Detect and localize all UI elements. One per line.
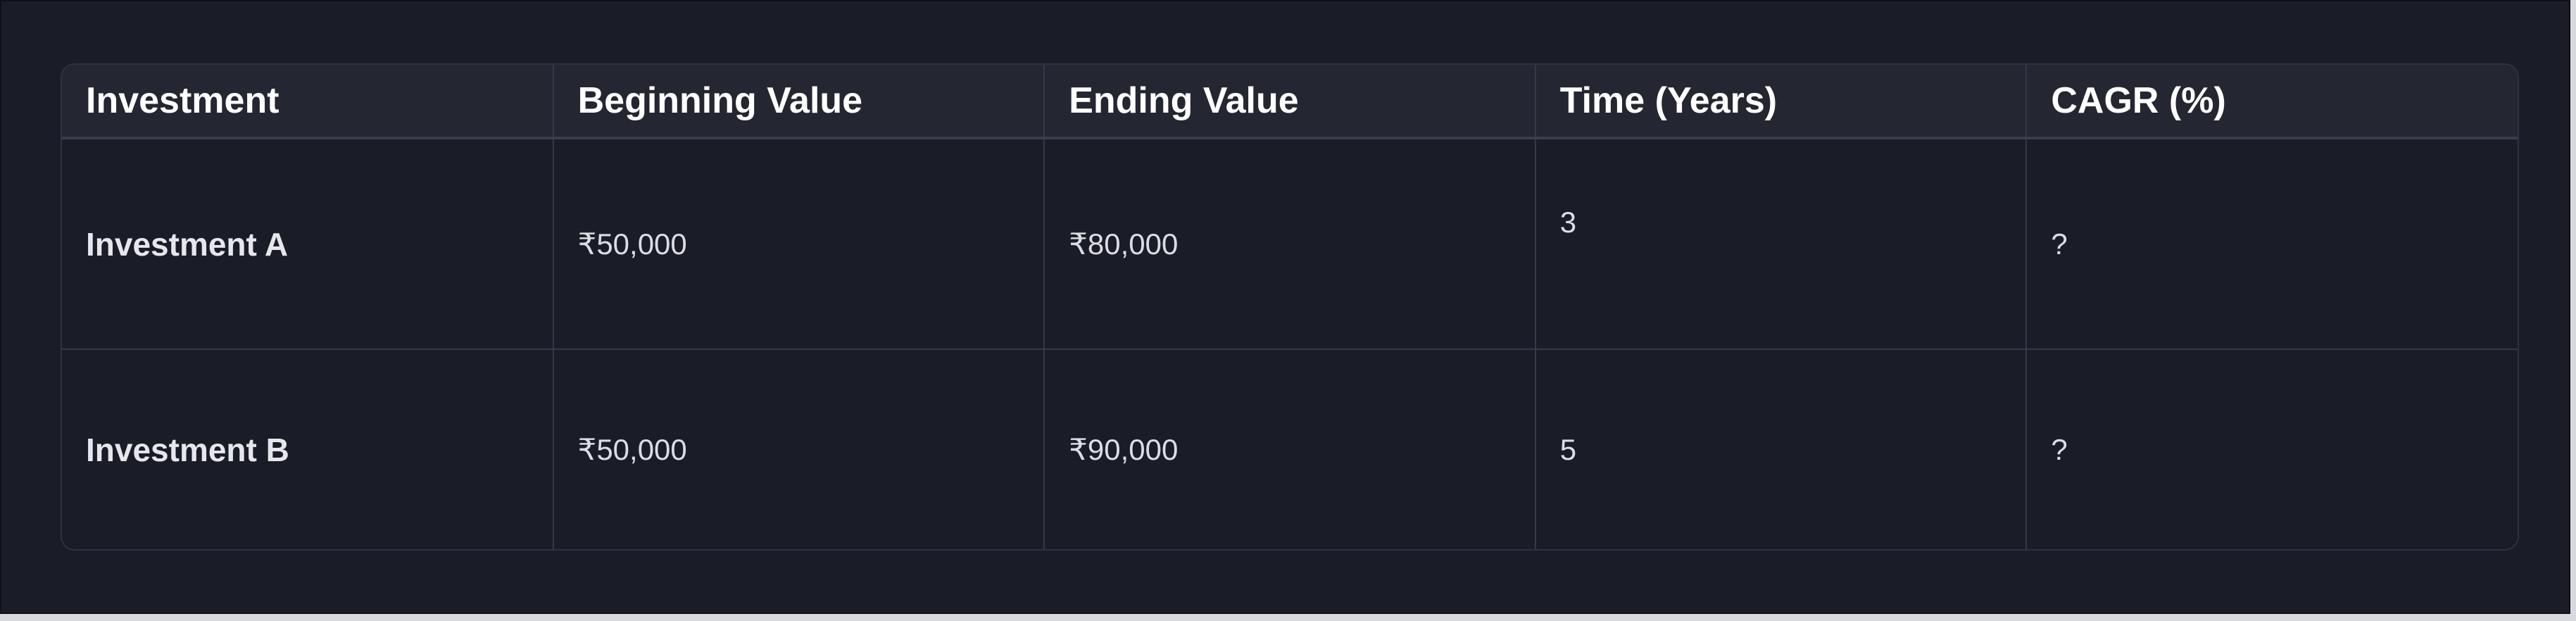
header-ending-value: Ending Value [1043,65,1535,139]
table-header: Investment Beginning Value Ending Value … [62,65,2518,139]
table-row: Investment A ₹50,000 ₹80,000 3 ? [62,138,2518,349]
header-row: Investment Beginning Value Ending Value … [62,65,2518,139]
cell-ending-value: ₹80,000 [1043,138,1535,349]
cell-beginning-value: ₹50,000 [552,138,1045,349]
cell-ending-value: ₹90,000 [1043,349,1535,549]
table-row: Investment B ₹50,000 ₹90,000 5 ? [62,349,2518,549]
cell-time-years: 3 [1534,138,2027,349]
header-investment: Investment [62,65,553,139]
header-time-years: Time (Years) [1534,65,2027,139]
cell-time-years: 5 [1534,349,2027,549]
header-cagr: CAGR (%) [2025,65,2518,139]
cell-investment-name: Investment B [86,431,289,468]
cell-beginning-value: ₹50,000 [552,349,1045,549]
cell-investment-name: Investment A [86,225,289,263]
cell-cagr: ? [2025,349,2518,549]
cell-cagr: ? [2025,138,2518,349]
header-beginning-value: Beginning Value [552,65,1045,139]
table-body: Investment A ₹50,000 ₹80,000 3 ? Investm… [62,138,2518,549]
investment-table-container: Investment Beginning Value Ending Value … [61,63,2519,551]
investment-table: Investment Beginning Value Ending Value … [62,65,2518,549]
